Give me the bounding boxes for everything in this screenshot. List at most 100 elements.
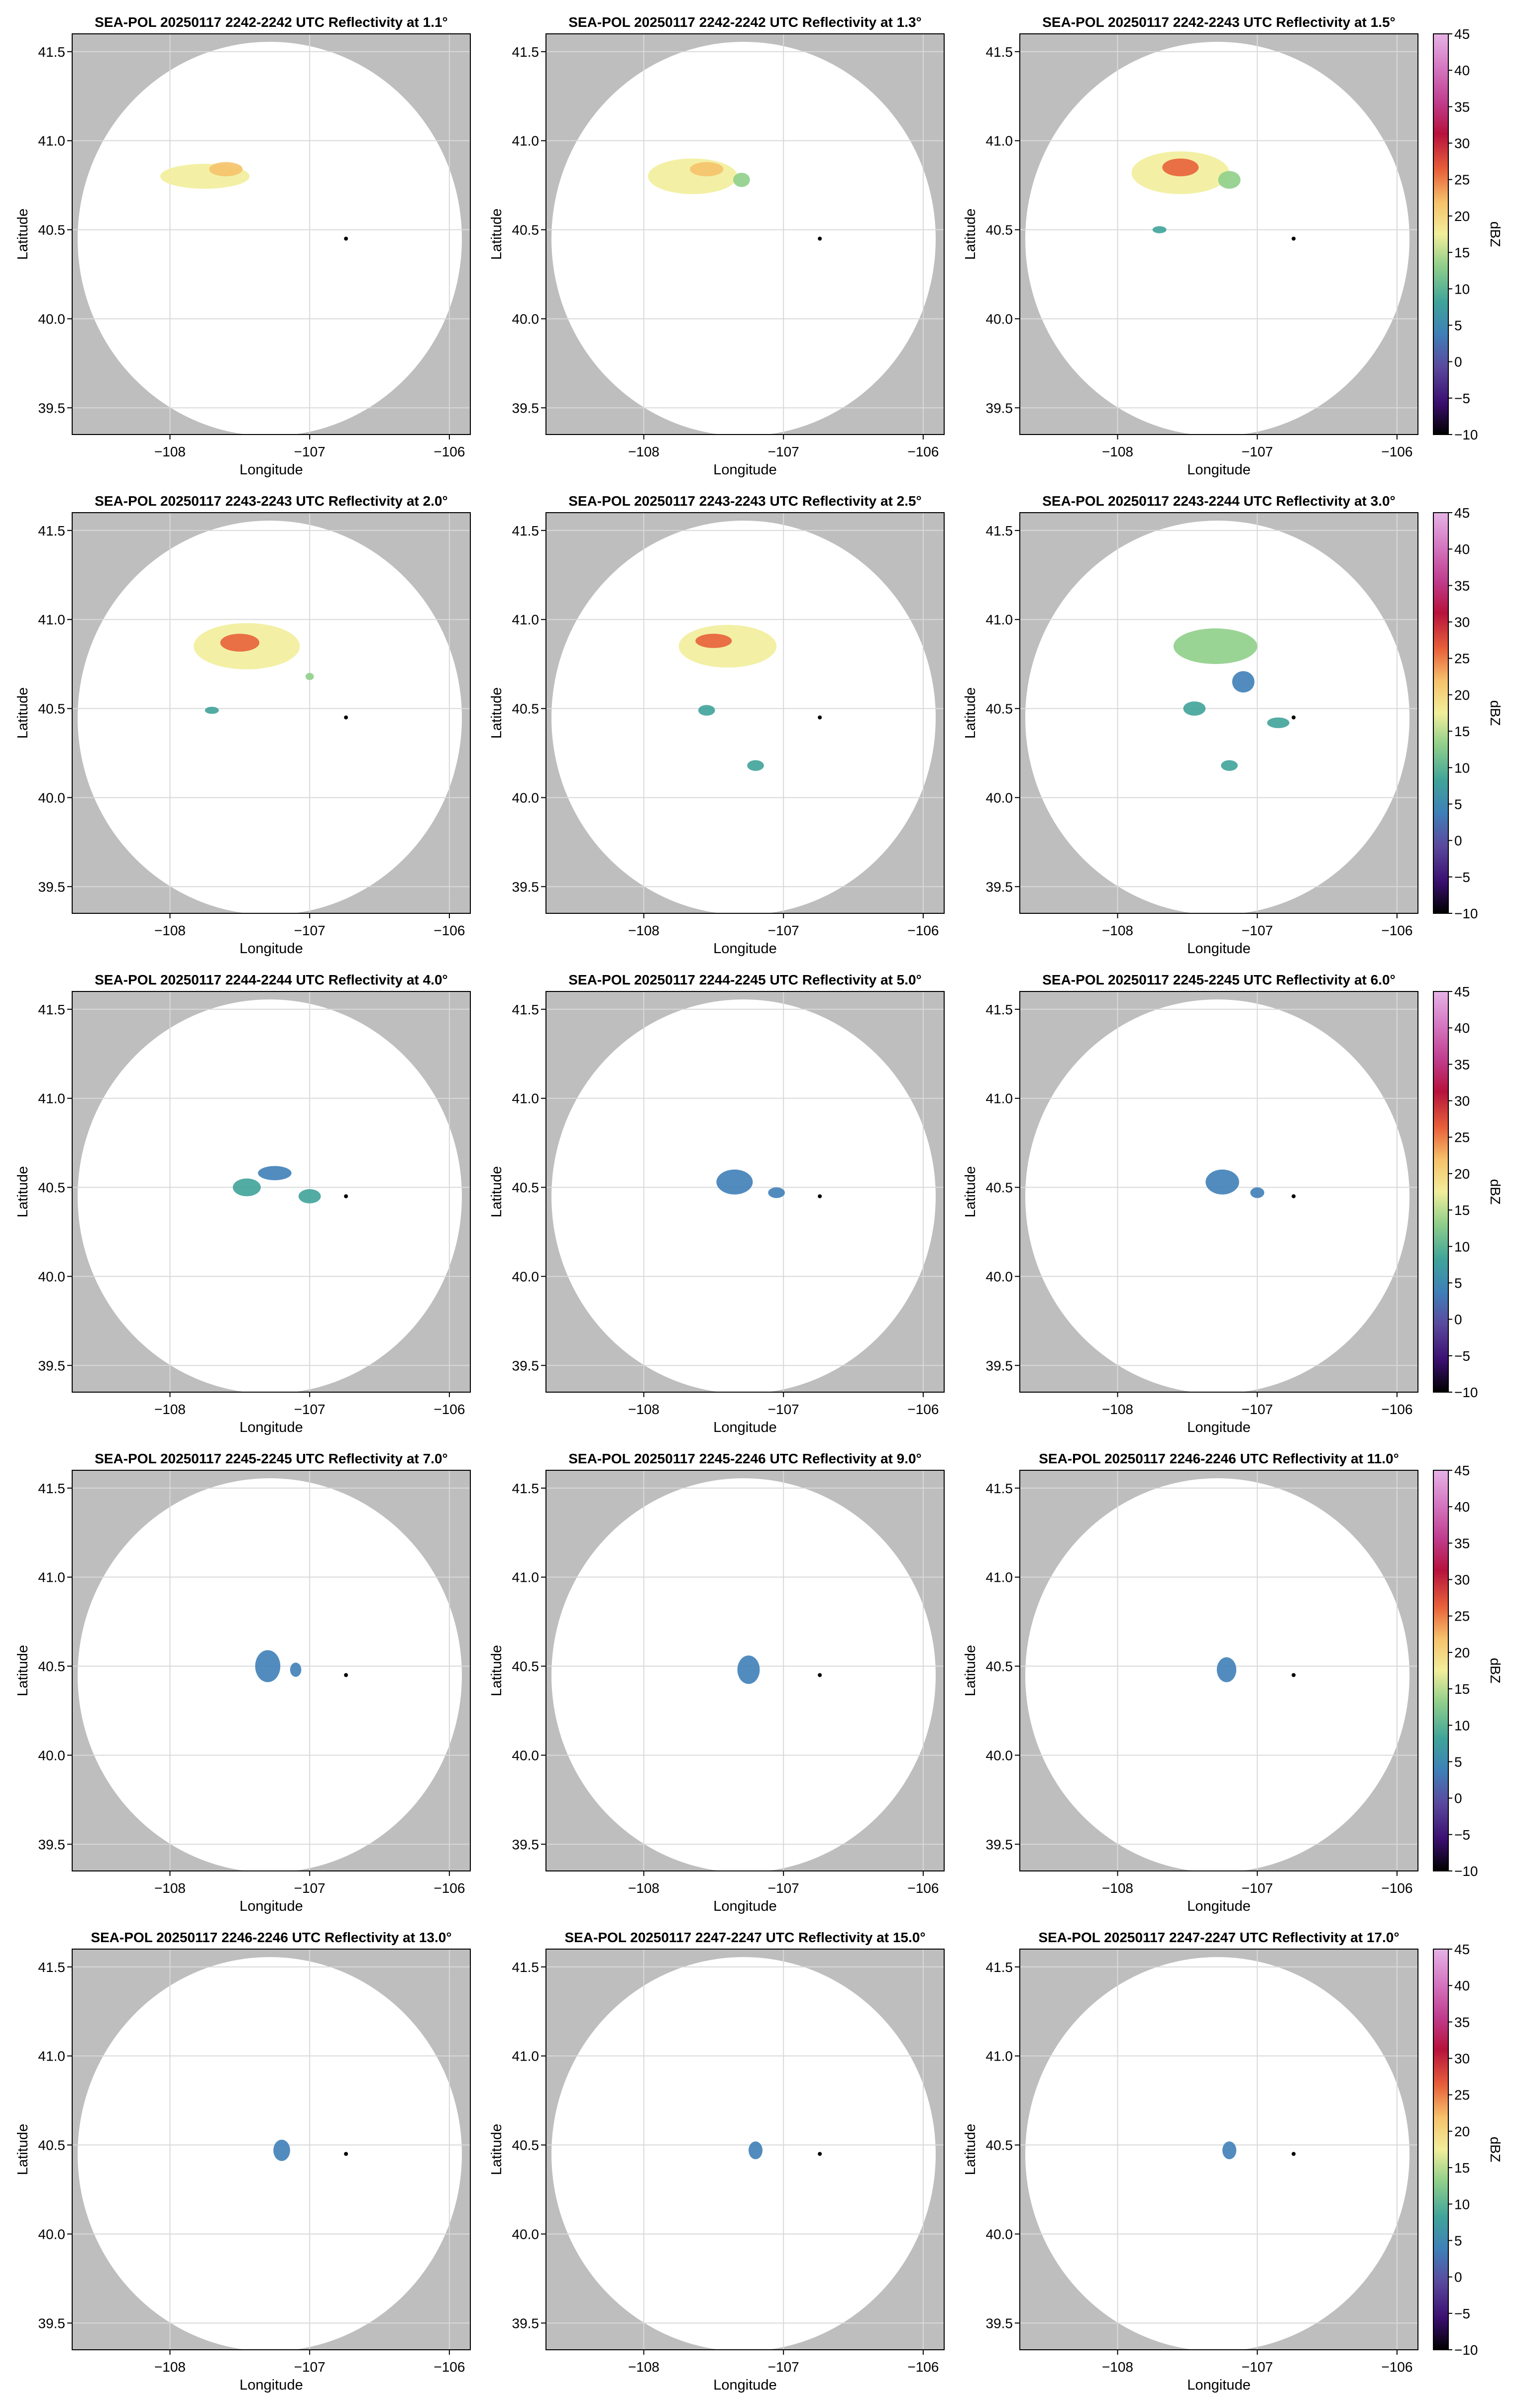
panel-6: SEA-POL 20250117 2243-2244 UTC Reflectiv… [963, 493, 1503, 957]
echo-patch [258, 1166, 292, 1181]
echo-patch [1173, 628, 1258, 664]
radar-site-marker [1292, 1673, 1296, 1677]
x-tick-label: −108 [154, 1402, 186, 1417]
colorbar-tick-label: 20 [1454, 1166, 1470, 1182]
x-tick-label: −108 [1102, 923, 1133, 938]
radar-range-circle [1025, 1957, 1409, 2351]
y-axis-label: Latitude [15, 209, 31, 260]
y-tick-label: 40.5 [986, 1659, 1013, 1674]
colorbar-tick-label: 15 [1454, 245, 1470, 260]
radar-range-circle [551, 1957, 936, 2351]
y-tick-label: 40.0 [512, 790, 540, 805]
y-tick-label: 40.5 [986, 222, 1013, 238]
panel-title: SEA-POL 20250117 2245-2246 UTC Reflectiv… [568, 1451, 922, 1466]
colorbar-tick-label: 10 [1454, 760, 1470, 775]
x-tick-label: −107 [1242, 923, 1273, 938]
plot-frame [545, 512, 945, 914]
panel-1: SEA-POL 20250117 2242-2242 UTC Reflectiv… [15, 14, 471, 478]
plot-frame [72, 33, 471, 435]
colorbar-gradient [1433, 991, 1449, 1393]
x-tick-label: −106 [1381, 2359, 1412, 2375]
panel-title: SEA-POL 20250117 2244-2245 UTC Reflectiv… [568, 972, 922, 987]
x-tick-label: −106 [907, 923, 939, 938]
panel-10: SEA-POL 20250117 2245-2245 UTC Reflectiv… [15, 1451, 471, 1914]
colorbar: 45 40 35 30 25 20 15 10 5 0 −5 −10 dBZ [1433, 26, 1503, 442]
radar-range-circle [78, 999, 462, 1394]
x-tick-label: −107 [294, 1402, 325, 1417]
x-tick-label: −106 [433, 1402, 465, 1417]
x-tick-label: −106 [433, 1880, 465, 1896]
x-tick-label: −108 [154, 444, 186, 459]
y-tick-label: 41.0 [38, 1570, 66, 1585]
y-tick-label: 39.5 [986, 400, 1013, 416]
x-tick-label: −108 [154, 1880, 186, 1896]
panel-12: SEA-POL 20250117 2246-2246 UTC Reflectiv… [963, 1451, 1503, 1914]
x-tick-label: −108 [1102, 444, 1133, 459]
y-axis-label: Latitude [489, 209, 505, 260]
colorbar-label: dBZ [1488, 1179, 1503, 1204]
colorbar-tick-label: 35 [1454, 99, 1470, 114]
colorbar-label: dBZ [1488, 1658, 1503, 1683]
y-tick-label: 40.0 [512, 311, 540, 327]
x-axis-label: Longitude [713, 1420, 776, 1435]
echo-patch [305, 673, 314, 680]
x-tick-label: −107 [1242, 1880, 1273, 1896]
radar-site-marker [818, 715, 822, 720]
x-tick-label: −107 [294, 923, 325, 938]
echo-patch [273, 2139, 290, 2161]
panel-title: SEA-POL 20250117 2247-2247 UTC Reflectiv… [1038, 1930, 1399, 1945]
y-tick-label: 39.5 [38, 1837, 66, 1852]
colorbar-tick-label: 5 [1454, 1754, 1462, 1769]
y-tick-label: 41.5 [38, 1002, 66, 1017]
echo-patch [205, 706, 219, 714]
x-axis-label: Longitude [713, 2377, 776, 2393]
x-tick-label: −106 [907, 2359, 939, 2375]
colorbar-tick-label: 40 [1454, 1978, 1470, 1993]
radar-site-marker [818, 1194, 822, 1199]
colorbar-tick-label: 40 [1454, 1020, 1470, 1036]
y-tick-label: 41.0 [38, 612, 66, 628]
y-tick-label: 40.0 [512, 2226, 540, 2242]
radar-site-marker [344, 2152, 348, 2156]
radar-site-marker [818, 236, 822, 241]
colorbar-tick-label: 0 [1454, 1791, 1462, 1806]
x-tick-label: −108 [154, 2359, 186, 2375]
echo-patch [209, 162, 243, 177]
colorbar-tick-label: 35 [1454, 2014, 1470, 2030]
panel-title: SEA-POL 20250117 2246-2246 UTC Reflectiv… [1039, 1451, 1399, 1466]
y-tick-label: 39.5 [512, 2315, 540, 2331]
colorbar: 45 40 35 30 25 20 15 10 5 0 −5 −10 dBZ [1433, 1463, 1503, 1879]
colorbar-gradient [1433, 33, 1449, 435]
echo-patch [1267, 717, 1290, 728]
radar-site-marker [344, 236, 348, 241]
y-tick-label: 40.5 [38, 1659, 66, 1674]
colorbar-tick-label: 45 [1454, 984, 1470, 999]
colorbar-tick-label: 5 [1454, 2233, 1462, 2248]
y-tick-label: 40.0 [38, 2226, 66, 2242]
y-tick-label: 39.5 [986, 1358, 1013, 1373]
x-axis-label: Longitude [1187, 2377, 1250, 2393]
y-tick-label: 39.5 [38, 1358, 66, 1373]
y-tick-label: 40.5 [38, 1180, 66, 1196]
colorbar-tick-label: 5 [1454, 318, 1462, 333]
x-axis-label: Longitude [239, 462, 303, 478]
panel-title: SEA-POL 20250117 2245-2245 UTC Reflectiv… [95, 1451, 448, 1466]
y-tick-label: 39.5 [512, 1358, 540, 1373]
colorbar-tick-label: 35 [1454, 1535, 1470, 1551]
x-axis-label: Longitude [239, 1898, 303, 1914]
x-tick-label: −107 [1242, 444, 1273, 459]
y-tick-label: 41.5 [512, 1002, 540, 1017]
colorbar-tick-label: −10 [1454, 427, 1478, 442]
panel-title: SEA-POL 20250117 2243-2243 UTC Reflectiv… [95, 493, 448, 509]
colorbar-tick-label: 10 [1454, 1239, 1470, 1254]
y-tick-label: 40.5 [38, 222, 66, 238]
colorbar-tick-label: 20 [1454, 687, 1470, 703]
y-tick-label: 40.0 [38, 1748, 66, 1763]
echo-patch [678, 625, 777, 668]
y-tick-label: 40.5 [512, 2138, 540, 2153]
y-tick-label: 41.5 [512, 1481, 540, 1496]
y-axis-label: Latitude [963, 1166, 978, 1217]
x-axis-label: Longitude [713, 462, 776, 478]
echo-patch [1162, 158, 1199, 177]
